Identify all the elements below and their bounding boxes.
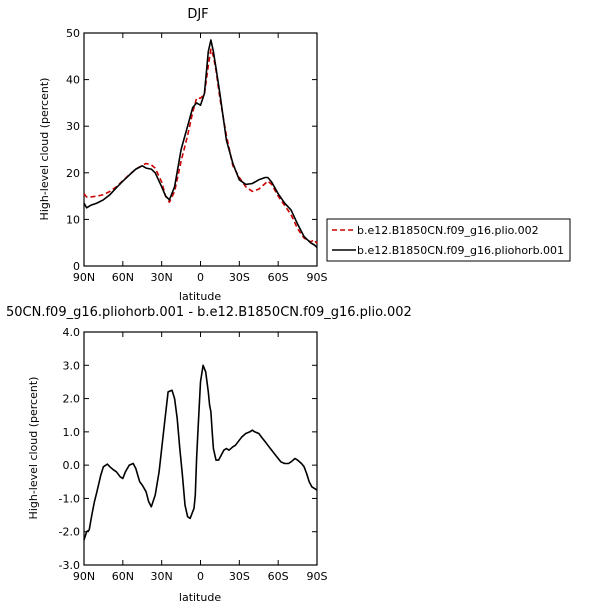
bottom-y-tick-label: 4.0 (63, 326, 81, 339)
bottom-x-tick-label: 90S (307, 570, 328, 583)
bottom-y-tick-label: -3.0 (59, 559, 80, 572)
top-x-tick-label: 90S (307, 271, 328, 284)
bottom-y-tick-label: -1.0 (59, 492, 80, 505)
top-series-line-0 (83, 48, 318, 245)
top-chart: DJF 0 10 20 30 40 50 90N 60N 30N 0 30S 60S 90S lati… (38, 7, 328, 303)
bottom-y-tick-label: 1.0 (63, 426, 81, 439)
top-x-tick-label: 60S (268, 271, 289, 284)
bottom-series-line-0 (83, 364, 318, 541)
top-chart-legend: b.e12.B1850CN.f09_g16.plio.002 b.e12.B18… (326, 218, 571, 262)
top-y-ticks: 0 10 20 30 40 50 (66, 27, 317, 273)
bottom-chart-plot-frame (83, 331, 318, 566)
bottom-y-tick-label: 3.0 (63, 359, 81, 372)
top-y-tick-label: 30 (66, 120, 80, 133)
top-y-tick-label: 50 (66, 27, 80, 40)
bottom-y-axis-label: High-level cloud (percent) (27, 377, 40, 520)
bottom-series-lines (83, 364, 318, 541)
top-y-tick-label: 40 (66, 74, 80, 87)
top-chart-title: DJF (187, 7, 208, 22)
legend-box (326, 218, 571, 262)
bottom-x-tick-label: 30N (151, 570, 173, 583)
top-y-tick-label: 10 (66, 213, 80, 226)
top-series-line-1 (83, 39, 318, 248)
bottom-y-tick-label: 0.0 (63, 459, 81, 472)
top-x-tick-label: 30S (229, 271, 250, 284)
bottom-chart: 50CN.f09_g16.pliohorb.001 - b.e12.B1850C… (6, 305, 412, 604)
legend-label-plio: b.e12.B1850CN.f09_g16.plio.002 (357, 224, 539, 237)
top-x-tick-label: 30N (151, 271, 173, 284)
bottom-x-tick-label: 0 (197, 570, 204, 583)
top-y-tick-label: 0 (73, 260, 80, 273)
bottom-x-tick-label: 90N (73, 570, 95, 583)
top-series-lines (83, 39, 318, 248)
bottom-x-ticks: 90N 60N 30N 0 30S 60S 90S (73, 332, 328, 583)
bottom-chart-title: 50CN.f09_g16.pliohorb.001 - b.e12.B1850C… (6, 305, 412, 320)
top-chart-plot-frame (83, 32, 318, 267)
top-y-axis-label: High-level cloud (percent) (38, 78, 51, 221)
legend-label-pliohorb: b.e12.B1850CN.f09_g16.pliohorb.001 (357, 244, 564, 257)
top-x-tick-label: 60N (112, 271, 134, 284)
top-x-tick-label: 0 (197, 271, 204, 284)
bottom-x-tick-label: 60N (112, 570, 134, 583)
bottom-y-tick-label: -2.0 (59, 526, 80, 539)
top-x-ticks: 90N 60N 30N 0 30S 60S 90S (73, 33, 328, 284)
bottom-y-tick-label: 2.0 (63, 393, 81, 406)
top-x-axis-label: latitude (179, 290, 221, 303)
top-x-tick-label: 90N (73, 271, 95, 284)
top-y-tick-label: 20 (66, 167, 80, 180)
bottom-y-ticks: -3.0 -2.0 -1.0 0.0 1.0 2.0 3.0 4.0 (59, 326, 317, 572)
bottom-x-axis-label: latitude (179, 591, 221, 604)
bottom-x-tick-label: 30S (229, 570, 250, 583)
bottom-x-tick-label: 60S (268, 570, 289, 583)
